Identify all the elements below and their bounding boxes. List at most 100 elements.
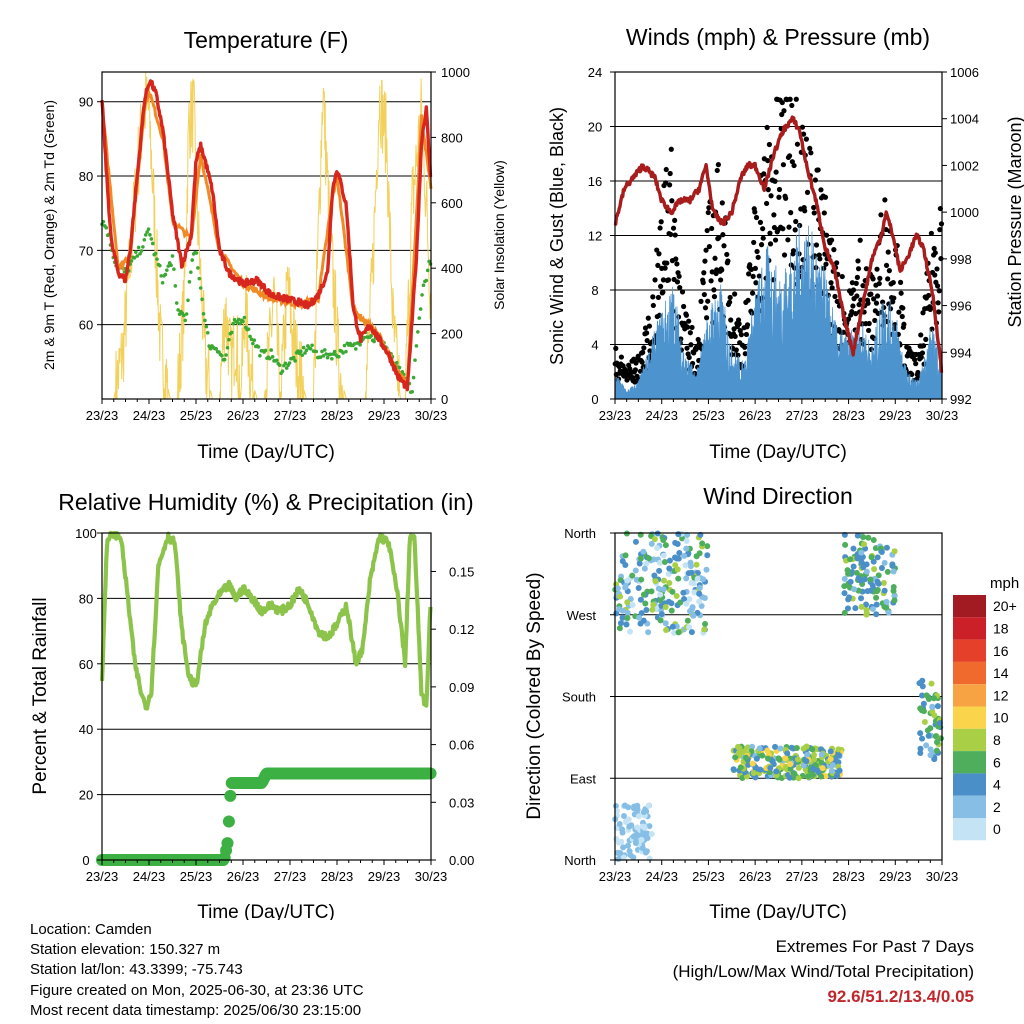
direction-point [800,762,807,769]
dewpoint-point [287,361,292,365]
direction-point [620,844,627,851]
y-tick-label: 20 [588,120,602,135]
direction-point [782,755,789,762]
gust-point [873,300,880,306]
gust-point [701,291,707,298]
winds-pressure-series [613,115,944,373]
dewpoint-point [414,344,419,348]
direction-point [850,563,857,570]
colorbar-swatch [953,661,986,685]
dewpoint-point [318,355,323,360]
dewpoint-point [141,245,145,249]
gust-point [821,210,827,216]
y2-tick-label: 0 [441,392,448,407]
gust-point [804,189,811,195]
gust-point [771,224,778,231]
gust-point [752,209,758,215]
gust-point [807,145,813,151]
gust-point [689,360,696,367]
gust-point [672,232,678,238]
gust-point [664,260,670,266]
direction-point [690,612,697,619]
y-tick-label: 60 [79,318,93,333]
gust-point [880,299,886,305]
direction-point [805,773,812,780]
winds-y-label: Sonic Wind & Gust (Blue, Black) [547,107,567,365]
direction-point [869,582,876,589]
gust-point [899,313,905,320]
latlon-text: Station lat/lon: 43.3399; -75.743 [30,961,243,979]
direction-point [890,568,897,575]
y2-tick-label: 994 [950,345,972,360]
direction-point [773,768,780,775]
direction-point [932,733,939,740]
gust-point [811,210,817,216]
gust-point [853,311,859,317]
direction-point [671,629,678,636]
direction-point [613,836,620,843]
gust-point [687,330,693,336]
direction-point [809,746,816,753]
dewpoint-point [354,347,358,351]
gust-point [870,276,876,282]
direction-point [700,576,707,583]
direction-point [691,589,698,596]
direction-point [739,775,746,782]
x-tick-label: 29/23 [879,408,912,423]
dewpoint-point [418,307,423,311]
gust-point [732,333,738,339]
gust-point [702,305,709,311]
direction-point [756,745,763,752]
gust-point [818,187,824,193]
gust-point [733,347,739,353]
colorbar-swatch [953,773,986,796]
gust-point [747,262,753,268]
gust-point [715,162,721,168]
direction-point [881,587,888,594]
dewpoint-point [135,254,140,258]
direction-point [640,617,647,624]
direction-point [931,756,938,763]
direction-point [917,730,924,737]
gust-point [925,292,932,299]
gust-point [658,283,664,289]
gust-point [650,302,656,309]
temperature-x-label: Time (Day/UTC) [197,442,335,463]
dewpoint-point [235,320,240,325]
gust-point [919,350,926,356]
gust-point [839,273,845,280]
colorbar-swatch [953,751,986,774]
direction-panel: Wind Direction 23/23 24/23 25/23 26/23 27/23… [524,483,1019,920]
direction-point [923,742,930,749]
direction-point [684,617,691,624]
precip-point [221,837,234,850]
direction-point [693,561,700,568]
dewpoint-point [369,333,374,338]
dewpoint-point [183,318,187,323]
gust-point [663,180,669,186]
direction-point [645,802,652,809]
temperature-panel: Temperature (F) 23/23 24/23 25/23 26/23 27/2… [41,27,507,463]
direction-point [690,580,697,587]
gust-point [670,225,677,231]
gust-point [768,193,774,199]
dewpoint-point [181,313,186,318]
gust-point [686,318,692,324]
direction-point [916,680,923,687]
direction-point [883,544,890,551]
direction-point [880,580,887,587]
dewpoint-point [411,375,416,380]
direction-point [629,602,636,609]
direction-point [921,719,928,726]
gust-point [891,295,897,301]
direction-point [612,802,619,809]
direction-point [929,708,936,715]
y-tick-label: 90 [79,95,93,110]
temperature-dew-series [100,219,433,394]
t2m-line [100,79,433,392]
gust-point [799,124,806,130]
colorbar-label: 0 [993,821,1001,837]
direction-point [818,751,825,758]
direction-point [702,620,709,627]
direction-point [860,541,867,548]
